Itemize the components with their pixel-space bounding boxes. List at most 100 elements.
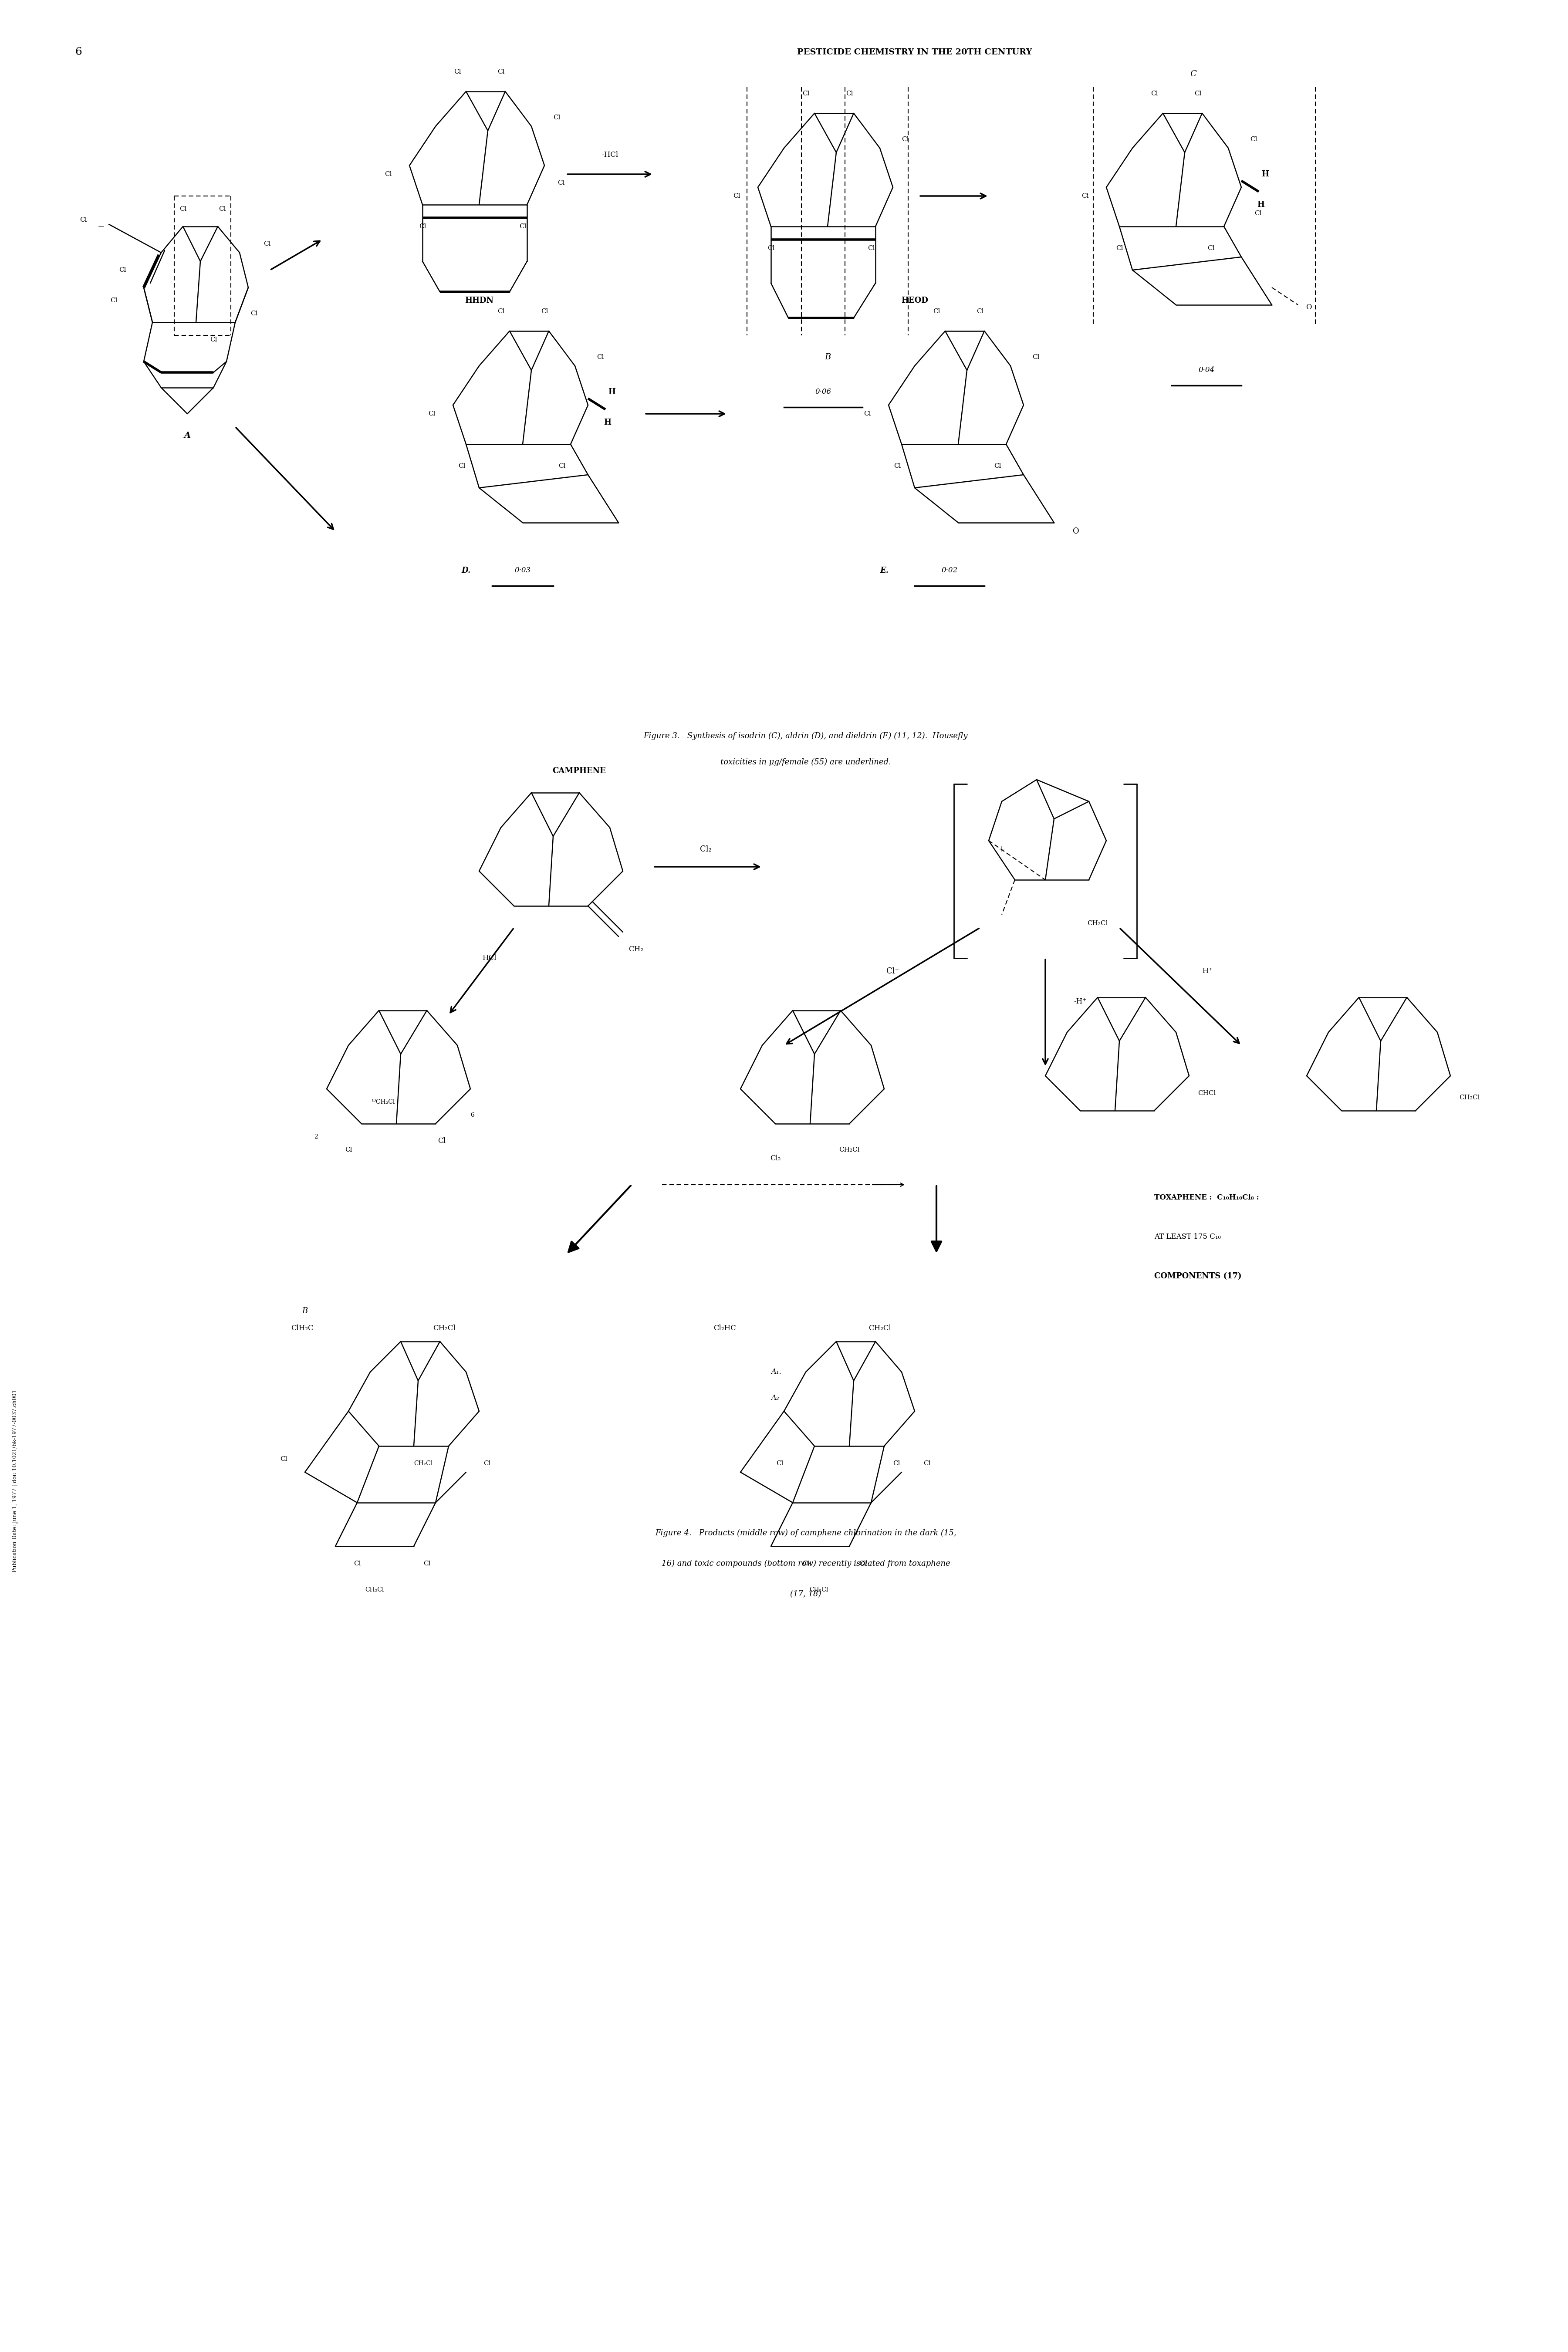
Text: Cl: Cl	[1254, 209, 1262, 216]
Text: Cl: Cl	[558, 463, 566, 468]
Text: ClH₂C: ClH₂C	[292, 1324, 314, 1331]
Text: Cl: Cl	[597, 355, 604, 360]
Text: 0·02: 0·02	[941, 567, 958, 574]
Text: C: C	[1190, 71, 1196, 78]
Text: =: =	[97, 223, 105, 230]
Text: Cl: Cl	[1250, 136, 1258, 143]
Text: H: H	[608, 388, 616, 395]
Text: Cl: Cl	[776, 1461, 784, 1468]
Text: O: O	[1306, 303, 1312, 310]
Text: Cl: Cl	[437, 1138, 445, 1145]
Text: A: A	[183, 433, 191, 440]
Text: Cl: Cl	[80, 216, 88, 223]
Text: CH₂: CH₂	[629, 946, 643, 953]
Text: Cl: Cl	[924, 1461, 930, 1468]
Text: Cl: Cl	[558, 179, 564, 186]
Text: 0·06: 0·06	[815, 388, 831, 395]
Text: Ci: Ci	[1082, 193, 1088, 200]
Text: Cl: Cl	[1116, 245, 1123, 252]
Text: COMPONENTS (17): COMPONENTS (17)	[1154, 1272, 1242, 1279]
Text: +: +	[999, 844, 1005, 854]
Text: TOXAPHENE :  C₁₀H₁₀Cl₈ :: TOXAPHENE : C₁₀H₁₀Cl₈ :	[1154, 1195, 1259, 1202]
Text: O: O	[1073, 527, 1079, 536]
Text: Cl: Cl	[519, 223, 527, 230]
Text: Cl: Cl	[1151, 92, 1157, 96]
Text: Cl: Cl	[353, 1562, 361, 1566]
Text: H: H	[1258, 200, 1265, 209]
Text: Cl: Cl	[803, 92, 809, 96]
Text: CAMPHENE: CAMPHENE	[552, 767, 605, 774]
Text: -HCl: -HCl	[602, 151, 618, 158]
Text: Cl: Cl	[803, 1562, 809, 1566]
Text: 6: 6	[470, 1112, 474, 1117]
Text: Cl: Cl	[428, 412, 436, 416]
Text: Cl: Cl	[894, 463, 902, 468]
Text: Cl: Cl	[933, 308, 941, 315]
Text: 0·04: 0·04	[1198, 367, 1215, 374]
Text: toxicities in μg/female (55) are underlined.: toxicities in μg/female (55) are underli…	[720, 757, 891, 767]
Text: Cl: Cl	[218, 207, 226, 212]
Text: A₁.: A₁.	[771, 1369, 781, 1376]
Text: CH₂Cl: CH₂Cl	[839, 1148, 859, 1152]
Text: HHDN: HHDN	[464, 296, 494, 303]
Text: Cl: Cl	[1032, 355, 1040, 360]
Text: CH₂Cl: CH₂Cl	[365, 1588, 384, 1592]
Text: B: B	[825, 353, 831, 362]
Text: Publication Date: June 1, 1977 | doi: 10.1021/bk-1977-0037.ch001: Publication Date: June 1, 1977 | doi: 10…	[13, 1390, 19, 1571]
Text: Figure 3.   Synthesis of isodrin (C), aldrin (D), and dieldrin (E) (11, 12).  Ho: Figure 3. Synthesis of isodrin (C), aldr…	[643, 731, 967, 741]
Text: Cl: Cl	[251, 310, 257, 318]
Text: 2: 2	[314, 1134, 318, 1141]
Text: D.: D.	[461, 567, 470, 574]
Text: 0·03: 0·03	[514, 567, 530, 574]
Text: 16) and toxic compounds (bottom row) recently isolated from toxaphene: 16) and toxic compounds (bottom row) rec…	[662, 1559, 950, 1569]
Text: Cl: Cl	[734, 193, 740, 200]
Text: Cl: Cl	[110, 296, 118, 303]
Text: -H⁺: -H⁺	[1200, 967, 1212, 976]
Text: Cl: Cl	[423, 1562, 431, 1566]
Text: A₂: A₂	[771, 1395, 779, 1402]
Text: Cl₂: Cl₂	[770, 1155, 781, 1162]
Text: Cl: Cl	[867, 245, 875, 252]
Text: H: H	[1262, 169, 1269, 179]
Text: Cl: Cl	[902, 136, 909, 143]
Text: CH₂Cl: CH₂Cl	[1460, 1094, 1480, 1101]
Text: Cl₂: Cl₂	[699, 844, 712, 854]
Text: B: B	[303, 1308, 307, 1315]
Text: Cl: Cl	[384, 172, 392, 176]
Text: Cl: Cl	[892, 1461, 900, 1468]
Text: Cl: Cl	[554, 115, 560, 120]
Text: CHCl: CHCl	[1198, 1091, 1215, 1096]
Text: Cl: Cl	[345, 1148, 353, 1152]
Text: CH₂Cl: CH₂Cl	[809, 1588, 828, 1592]
Text: 6: 6	[75, 47, 82, 56]
Text: Figure 4.   Products (middle row) of camphene chlorination in the dark (15,: Figure 4. Products (middle row) of camph…	[655, 1529, 956, 1538]
Text: Cl: Cl	[541, 308, 549, 315]
Text: PESTICIDE CHEMISTRY IN THE 20TH CENTURY: PESTICIDE CHEMISTRY IN THE 20TH CENTURY	[797, 49, 1032, 56]
Text: Cl: Cl	[977, 308, 983, 315]
Text: CH₂Cl: CH₂Cl	[869, 1324, 891, 1331]
Text: Cl: Cl	[845, 92, 853, 96]
Text: -H⁺: -H⁺	[1074, 997, 1087, 1007]
Text: Cl: Cl	[1195, 92, 1201, 96]
Text: HCl: HCl	[483, 955, 497, 962]
Text: AT LEAST 175 C₁₀⁻: AT LEAST 175 C₁₀⁻	[1154, 1232, 1225, 1242]
Text: Cl⁻: Cl⁻	[886, 967, 898, 976]
Text: Cl: Cl	[281, 1456, 287, 1463]
Text: Cl₂HC: Cl₂HC	[713, 1324, 735, 1331]
Text: Cl: Cl	[1207, 245, 1215, 252]
Text: Cl: Cl	[497, 68, 505, 75]
Text: CH₂Cl: CH₂Cl	[433, 1324, 456, 1331]
Text: Cl: Cl	[859, 1562, 866, 1566]
Text: (17, 18): (17, 18)	[790, 1590, 822, 1597]
Text: Cl: Cl	[483, 1461, 491, 1468]
Text: Cl: Cl	[497, 308, 505, 315]
Text: Cl: Cl	[458, 463, 466, 468]
Text: E.: E.	[880, 567, 889, 574]
Text: Cl: Cl	[119, 268, 127, 273]
Text: Cl: Cl	[210, 336, 216, 343]
Text: HEOD: HEOD	[902, 296, 928, 303]
Text: Cl: Cl	[767, 245, 775, 252]
Text: Cl: Cl	[179, 207, 187, 212]
Text: Cl: Cl	[453, 68, 461, 75]
Text: ¹⁰CH₂Cl: ¹⁰CH₂Cl	[372, 1098, 395, 1105]
